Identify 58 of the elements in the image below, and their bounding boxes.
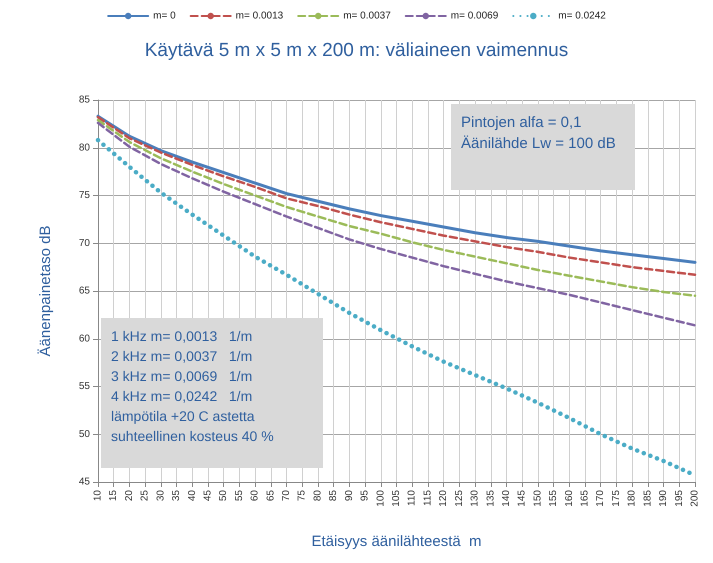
legend-label: m= 0.0069 xyxy=(450,10,499,22)
y-tick-label: 85 xyxy=(78,94,90,106)
x-tick-label: 135 xyxy=(485,490,496,507)
x-tick-label: 35 xyxy=(171,490,182,502)
legend-label: m= 0.0037 xyxy=(343,10,392,22)
x-tick-label: 185 xyxy=(642,490,654,507)
x-tick-label: 150 xyxy=(532,490,544,507)
x-tick-label: 190 xyxy=(658,490,670,507)
x-tick-label: 15 xyxy=(108,490,120,502)
x-axis-title: Etäisyys äänilähteestä m xyxy=(311,533,482,550)
note-box: Pintojen alfa = 0,1 Äänilähde Lw = 100 dB xyxy=(451,104,635,190)
x-tick-label: 50 xyxy=(218,490,230,502)
x-tick-label: 165 xyxy=(580,490,591,507)
y-axis-title: Äänenpainetaso dB xyxy=(37,226,54,356)
x-tick-label: 85 xyxy=(328,490,340,502)
x-tick-label: 110 xyxy=(406,490,418,506)
x-tick-label: 45 xyxy=(202,490,214,502)
y-tick-label: 60 xyxy=(78,333,90,344)
y-tick-label: 80 xyxy=(78,142,90,154)
x-tick-label: 175 xyxy=(610,490,622,507)
x-tick-label: 200 xyxy=(690,490,700,507)
x-tick-label: 130 xyxy=(470,490,481,507)
x-tick-label: 10 xyxy=(92,490,104,502)
x-tick-label: 60 xyxy=(250,490,261,502)
x-tick-label: 170 xyxy=(595,490,606,507)
y-tick-label: 65 xyxy=(78,286,90,296)
x-tick-label: 180 xyxy=(626,490,638,507)
legend-label: m= 0.0013 xyxy=(236,10,284,22)
x-tick-label: 75 xyxy=(296,490,308,502)
legend-label: m= 0 xyxy=(153,10,176,22)
x-tick-label: 70 xyxy=(281,490,292,502)
x-tick-label: 55 xyxy=(234,490,245,502)
x-tick-label: 115 xyxy=(422,490,434,506)
x-tick-label: 195 xyxy=(674,490,685,507)
x-tick-label: 25 xyxy=(140,490,151,502)
y-tick-label: 70 xyxy=(78,238,90,249)
x-tick-label: 155 xyxy=(548,490,560,507)
x-tick-label: 105 xyxy=(391,490,402,507)
y-tick-label: 50 xyxy=(78,428,90,440)
x-tick-label: 125 xyxy=(454,490,465,507)
y-tick-label: 75 xyxy=(78,190,90,201)
x-tick-label: 120 xyxy=(438,490,450,507)
x-tick-label: 95 xyxy=(360,490,371,502)
y-tick-label: 45 xyxy=(78,476,90,488)
x-tick-label: 145 xyxy=(516,490,528,507)
note-box: 1 kHz m= 0,0013 1/m 2 kHz m= 0,0037 1/m 3 kHz m= 0,0069 1/m 4 kHz m= 0,0242 1/m lämpötila +20 C astetta suhteellinen kosteus 40 % xyxy=(101,318,323,468)
x-tick-label: 30 xyxy=(155,490,166,502)
x-tick-label: 20 xyxy=(124,490,135,502)
x-tick-label: 160 xyxy=(564,490,575,507)
x-tick-label: 90 xyxy=(344,490,355,502)
legend-label: m= 0.0242 xyxy=(558,10,606,22)
chart-title: Käytävä 5 m x 5 m x 200 m: väliaineen vaimennus xyxy=(144,40,568,61)
y-tick-label: 55 xyxy=(78,381,90,392)
x-tick-label: 40 xyxy=(186,490,198,502)
x-tick-label: 140 xyxy=(500,490,512,507)
x-tick-label: 80 xyxy=(312,490,324,502)
x-tick-label: 100 xyxy=(375,490,386,507)
x-tick-label: 65 xyxy=(265,490,276,502)
